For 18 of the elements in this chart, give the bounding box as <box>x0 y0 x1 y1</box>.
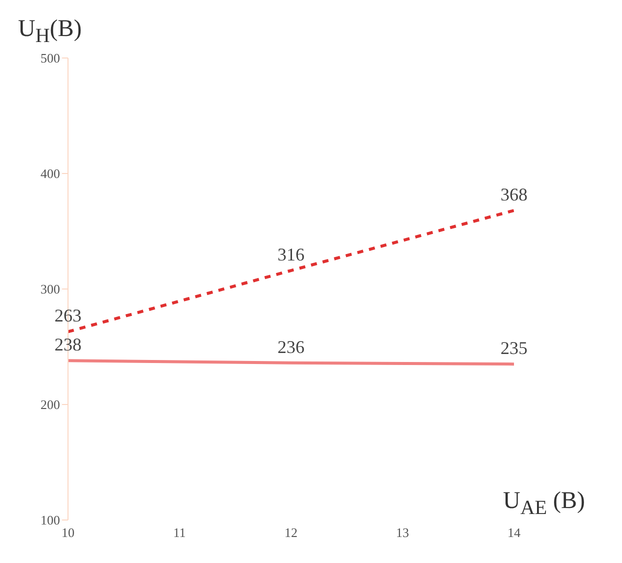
x-tick-label: 11 <box>173 525 186 540</box>
data-label: 368 <box>500 184 528 204</box>
data-label: 236 <box>278 336 304 357</box>
y-tick-label: 200 <box>40 397 60 412</box>
y-tick-label: 400 <box>40 166 60 182</box>
data-label: 263 <box>54 306 82 326</box>
data-label: 316 <box>278 244 304 265</box>
y-tick-label: 500 <box>40 50 60 66</box>
x-tick-label: 10 <box>62 525 74 540</box>
y-tick-label: 300 <box>40 282 60 297</box>
data-label: 238 <box>54 334 82 355</box>
x-tick-label: 12 <box>284 525 298 540</box>
x-tick-label: 14 <box>508 525 521 540</box>
x-axis-title: U$_{AE}$ (B) <box>503 488 586 520</box>
x-tick-label: 13 <box>396 525 409 540</box>
data-label: 235 <box>500 338 528 358</box>
y-tick-label: 100 <box>40 512 60 528</box>
y-axis-title: U$_{H}$(B) <box>18 16 82 48</box>
